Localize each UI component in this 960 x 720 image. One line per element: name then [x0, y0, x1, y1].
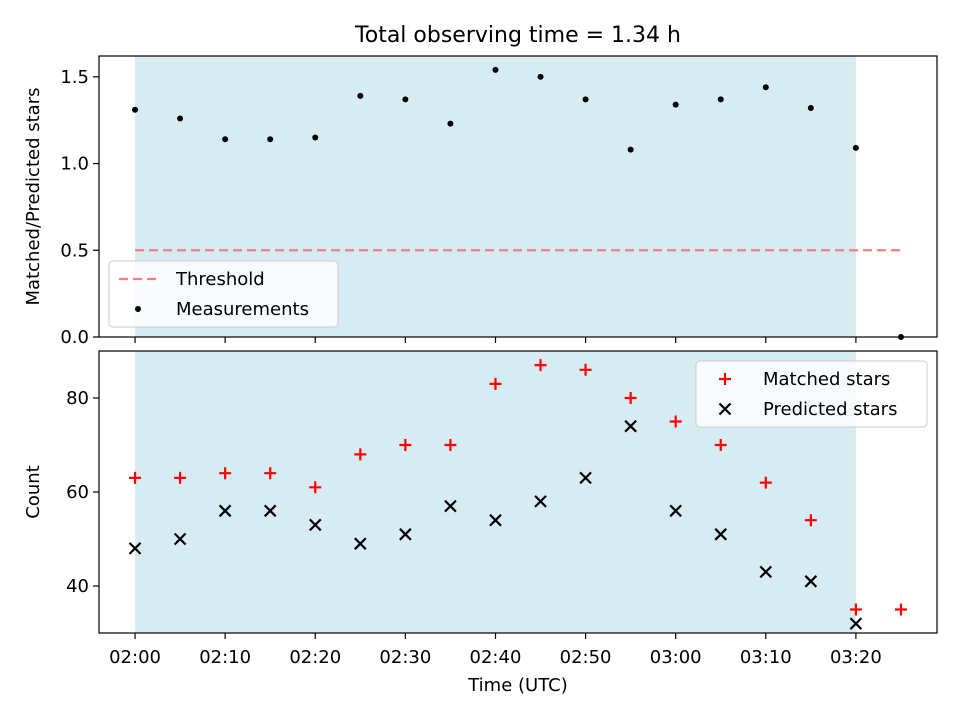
data-point [492, 66, 499, 73]
legend-box [695, 360, 928, 428]
data-point [849, 617, 863, 630]
data-point [357, 92, 364, 99]
y-tick-label: 1.0 [60, 154, 89, 175]
data-point [852, 144, 859, 151]
legend: Threshold Measurements [108, 260, 339, 328]
data-point [402, 96, 409, 103]
x-tick-label: 02:40 [470, 647, 522, 668]
x-tick-label: 02:50 [560, 647, 612, 668]
data-point [444, 439, 457, 451]
y-axis-label: Count [23, 465, 44, 518]
legend-swatch [719, 373, 731, 385]
data-point [762, 84, 769, 91]
y-tick-label: 0.5 [60, 240, 89, 261]
x-tick-label: 02:10 [199, 647, 251, 668]
x-tick-label: 02:20 [289, 647, 341, 668]
data-point [264, 467, 277, 480]
data-point [309, 481, 322, 494]
data-point [263, 504, 277, 518]
data-point [354, 537, 367, 550]
data-point [804, 575, 818, 588]
legend-swatch [718, 402, 732, 416]
legend-label: Measurements [176, 299, 309, 320]
data-point [582, 96, 589, 103]
legend-label: Threshold [175, 269, 265, 290]
data-point [218, 504, 232, 518]
data-point [177, 115, 184, 122]
data-point [129, 471, 142, 484]
x-tick-label: 02:00 [109, 647, 161, 668]
data-point [173, 532, 187, 546]
y-tick-label: 80 [66, 388, 89, 409]
data-point [399, 528, 412, 541]
data-point [444, 499, 457, 513]
ratio-panel: 0.0 0.5 1.0 1.5 Matched/Predicted stars Thres… [23, 55, 938, 348]
y-tick-label: 0.0 [60, 327, 89, 348]
series-predicted-stars [128, 419, 863, 630]
data-point [717, 96, 724, 103]
data-point [537, 73, 544, 80]
data-point [807, 105, 814, 112]
y-tick-label: 60 [66, 482, 89, 503]
legend-swatch [135, 306, 141, 312]
series-measurements [132, 66, 904, 340]
legend-label: Predicted stars [763, 399, 897, 420]
data-point [714, 439, 727, 451]
data-point [132, 106, 139, 113]
data-point [714, 528, 728, 541]
data-point [174, 471, 187, 484]
data-point [354, 448, 367, 461]
data-point [534, 495, 547, 508]
x-tick-label: 03:20 [830, 647, 882, 668]
data-point [849, 603, 862, 616]
data-point [579, 471, 592, 485]
legend-label: Matched stars [763, 369, 890, 390]
y-axis-label: Matched/Predicted stars [23, 88, 44, 306]
data-point [399, 439, 412, 451]
data-point [624, 419, 637, 433]
data-point [669, 415, 682, 428]
data-point [759, 476, 772, 489]
x-tick-label: 02:30 [379, 647, 431, 668]
data-point [128, 542, 142, 555]
data-point [219, 467, 232, 480]
data-point [222, 136, 229, 143]
data-point [627, 146, 634, 153]
y-tick-label: 40 [66, 576, 89, 597]
data-point [672, 101, 679, 108]
data-point [579, 363, 592, 376]
x-tick-label: 03:00 [650, 647, 702, 668]
data-point [308, 518, 322, 532]
data-point [489, 377, 502, 390]
y-tick-label: 1.5 [60, 67, 89, 88]
series-matched-stars [129, 359, 907, 616]
chart-title: Total observing time = 1.34 h [354, 23, 681, 48]
legend: Matched stars Predicted stars [695, 360, 928, 428]
legend-box [108, 260, 339, 328]
x-axis-label: Time (UTC) [467, 675, 568, 696]
data-point [447, 120, 454, 127]
x-tick-label: 03:10 [740, 647, 792, 668]
counts-panel: 40 60 80 02:00 02:10 02:20 02:30 02:40 02:50 03:0… [23, 350, 938, 668]
data-point [759, 565, 773, 579]
data-point [267, 136, 274, 143]
data-point [489, 513, 502, 527]
data-point [624, 392, 637, 404]
data-point [669, 504, 682, 518]
data-point [312, 134, 319, 141]
data-point [894, 603, 907, 616]
data-point [804, 514, 817, 527]
data-point [534, 359, 547, 372]
axes-frame [98, 55, 938, 338]
